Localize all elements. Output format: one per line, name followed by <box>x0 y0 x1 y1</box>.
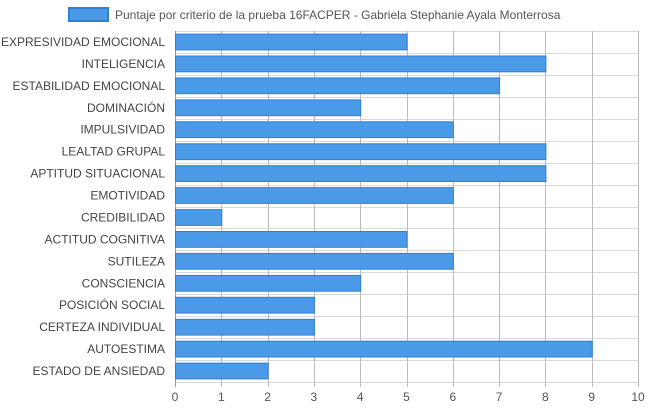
x-tick-label: 4 <box>357 390 364 404</box>
category-label: ESTABILIDAD EMOCIONAL <box>13 79 166 93</box>
bar <box>175 318 315 336</box>
category-label: POSICIÓN SOCIAL <box>59 297 165 312</box>
category-label: AUTOESTIMA <box>87 342 165 356</box>
bar <box>175 187 454 204</box>
bar <box>175 340 593 358</box>
x-tick-label: 7 <box>496 390 503 404</box>
x-tick-label: 0 <box>172 390 179 404</box>
category-label: SUTILEZA <box>108 254 165 268</box>
category-label: ESTADO DE ANSIEDAD <box>33 364 166 378</box>
bar <box>175 362 269 380</box>
category-axis-labels: EXPRESIVIDAD EMOCIONAL INTELIGENCIA ESTABI… <box>1 35 165 378</box>
chart-legend: Puntaje por criterio de la prueba 16FACP… <box>68 7 561 22</box>
category-label: CREDIBILIDAD <box>81 211 165 225</box>
category-label: APTITUD SITUACIONAL <box>30 167 165 181</box>
category-label: CERTEZA INDIVIDUAL <box>39 320 165 334</box>
category-label: CONSCIENCIA <box>82 276 165 290</box>
category-label: LEALTAD GRUPAL <box>62 145 166 159</box>
bar <box>175 296 315 314</box>
bar <box>175 99 362 117</box>
bar <box>175 231 408 248</box>
bar <box>175 121 454 139</box>
category-label: DOMINACIÓN <box>87 100 165 115</box>
category-label: EXPRESIVIDAD EMOCIONAL <box>1 35 165 49</box>
category-label: IMPULSIVIDAD <box>80 123 165 137</box>
bar <box>175 77 501 95</box>
chart-bars <box>175 33 593 380</box>
bar <box>175 209 223 226</box>
x-tick-label: 1 <box>218 390 225 404</box>
x-tick-label: 2 <box>264 390 271 404</box>
chart-gridlines <box>175 31 639 387</box>
x-tick-label: 10 <box>631 390 645 404</box>
x-tick-label: 8 <box>542 390 549 404</box>
bar <box>175 55 547 73</box>
value-axis-tick-labels: 0 1 2 3 4 5 6 7 8 9 10 <box>172 390 645 404</box>
x-tick-label: 9 <box>588 390 595 404</box>
legend-swatch <box>68 7 109 22</box>
bar <box>175 33 408 51</box>
x-tick-label: 3 <box>311 390 318 404</box>
bar <box>175 143 547 161</box>
legend-entry: Puntaje por criterio de la prueba 16FACP… <box>115 8 561 22</box>
bar <box>175 252 454 270</box>
category-label: ACTITUD COGNITIVA <box>45 232 165 246</box>
x-tick-label: 5 <box>403 390 410 404</box>
bar <box>175 165 547 182</box>
category-label: INTELIGENCIA <box>82 57 165 71</box>
category-label: EMOTIVIDAD <box>90 189 165 203</box>
bar <box>175 274 362 292</box>
x-tick-label: 6 <box>449 390 456 404</box>
